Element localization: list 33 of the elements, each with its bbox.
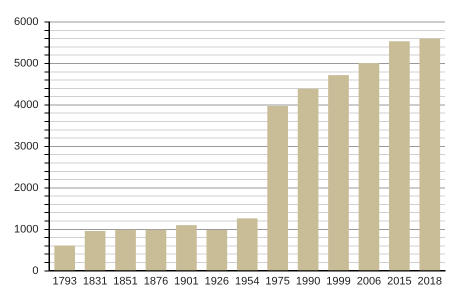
bar — [328, 75, 349, 270]
x-tick-label: 2018 — [418, 275, 442, 288]
x-tick-label: 1926 — [204, 275, 230, 288]
bar — [358, 63, 380, 270]
bar — [206, 230, 228, 270]
bar — [419, 38, 440, 270]
x-tick-label: 1975 — [265, 275, 290, 288]
bar — [84, 230, 106, 270]
x-tick-label: 2015 — [387, 275, 412, 288]
y-tick-label: 6000 — [14, 16, 38, 28]
y-tick-label: 4000 — [14, 98, 38, 111]
x-tick-label: 1876 — [144, 275, 168, 288]
x-tick-label: 1990 — [296, 275, 320, 288]
bar — [176, 225, 197, 270]
y-tick-label: 3000 — [14, 140, 38, 152]
x-tick-label: 1901 — [174, 275, 199, 288]
bar — [267, 106, 288, 270]
x-tick-label: 1851 — [113, 275, 138, 288]
bar — [298, 88, 318, 270]
bar — [236, 218, 258, 270]
y-tick-label: 1000 — [14, 223, 38, 236]
x-tick-label: 1831 — [82, 275, 108, 288]
y-tick-label: 0 — [32, 264, 38, 277]
bar — [54, 246, 76, 270]
y-tick-label: 5000 — [14, 58, 38, 70]
x-tick-label: 2006 — [356, 275, 382, 288]
bar — [389, 41, 410, 270]
x-tick-label: 1954 — [234, 275, 260, 288]
y-tick-label: 2000 — [14, 182, 38, 194]
bar — [115, 230, 136, 270]
bar — [146, 230, 166, 270]
x-tick-label: 1793 — [52, 275, 77, 288]
x-tick-label: 1999 — [326, 275, 351, 288]
